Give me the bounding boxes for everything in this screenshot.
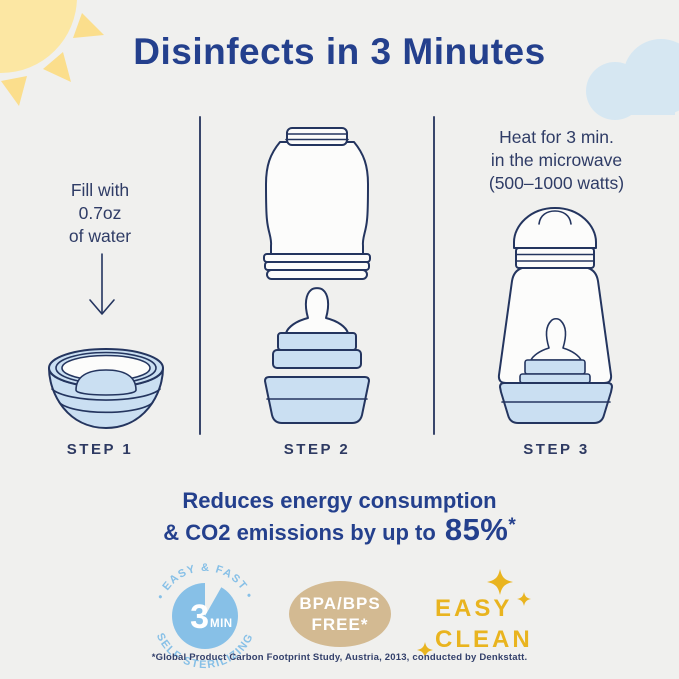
energy-claim-line1: Reduces energy consumption xyxy=(182,488,497,513)
easy-clean-line1: EASY xyxy=(435,595,513,622)
energy-claim-footnote-marker: * xyxy=(508,515,516,536)
easy-clean-line2: CLEAN xyxy=(435,626,533,653)
energy-claim: Reduces energy consumption & CO2 emissio… xyxy=(0,487,679,551)
footnote: *Global Product Carbon Footprint Study, … xyxy=(151,652,528,663)
badge-minutes-number: 3 xyxy=(190,598,209,636)
step3-instruction: Heat for 3 min. in the microwave (500–10… xyxy=(434,126,679,195)
step3-instruction-line: Heat for 3 min. xyxy=(499,127,614,147)
divider-step1-step2 xyxy=(199,116,201,435)
assembled-bottle-icon xyxy=(497,207,613,424)
disassembled-bottle-icon xyxy=(263,127,371,424)
step3-label: STEP 3 xyxy=(523,441,590,458)
step1-instruction-line: of water xyxy=(68,226,132,246)
sparkle-icon xyxy=(517,592,531,606)
page-title: Disinfects in 3 Minutes xyxy=(133,31,546,72)
self-sterilizing-badge: 3 MIN • EASY & FAST • SELF STERILIZING xyxy=(154,562,255,671)
sparkle-icon xyxy=(417,642,433,658)
step3-instruction-line: (500–1000 watts) xyxy=(488,173,625,193)
step1-instruction-line: 0.7oz xyxy=(78,203,122,223)
sun-icon xyxy=(0,0,104,106)
step1-label: STEP 1 xyxy=(66,441,134,458)
step2-label: STEP 2 xyxy=(283,441,351,458)
easy-clean-badge: EASY CLEAN xyxy=(412,562,562,672)
cloud-icon xyxy=(586,39,679,120)
energy-claim-line2: & CO2 emissions by up to 85%* xyxy=(0,514,679,551)
step1-instruction-line: Fill with xyxy=(70,180,130,200)
down-arrow-icon xyxy=(89,253,115,315)
timer-wedge-icon xyxy=(205,581,222,616)
energy-claim-prefix: & CO2 emissions by up to xyxy=(163,520,436,545)
water-bowl-icon xyxy=(48,348,164,429)
step1-instruction: Fill with 0.7oz of water xyxy=(0,179,200,248)
step3-instruction-line: in the microwave xyxy=(490,150,623,170)
sparkle-icon xyxy=(487,569,513,595)
bpa-free-badge: BPA/BPS FREE* xyxy=(289,581,391,647)
energy-claim-highlight: 85% xyxy=(444,512,509,547)
sparkle-icons xyxy=(417,569,531,658)
bpa-badge-line1: BPA/BPS xyxy=(299,594,381,613)
bpa-badge-line2: FREE* xyxy=(311,615,369,634)
badge-minutes-unit: MIN xyxy=(210,618,233,630)
divider-step2-step3 xyxy=(433,116,435,435)
